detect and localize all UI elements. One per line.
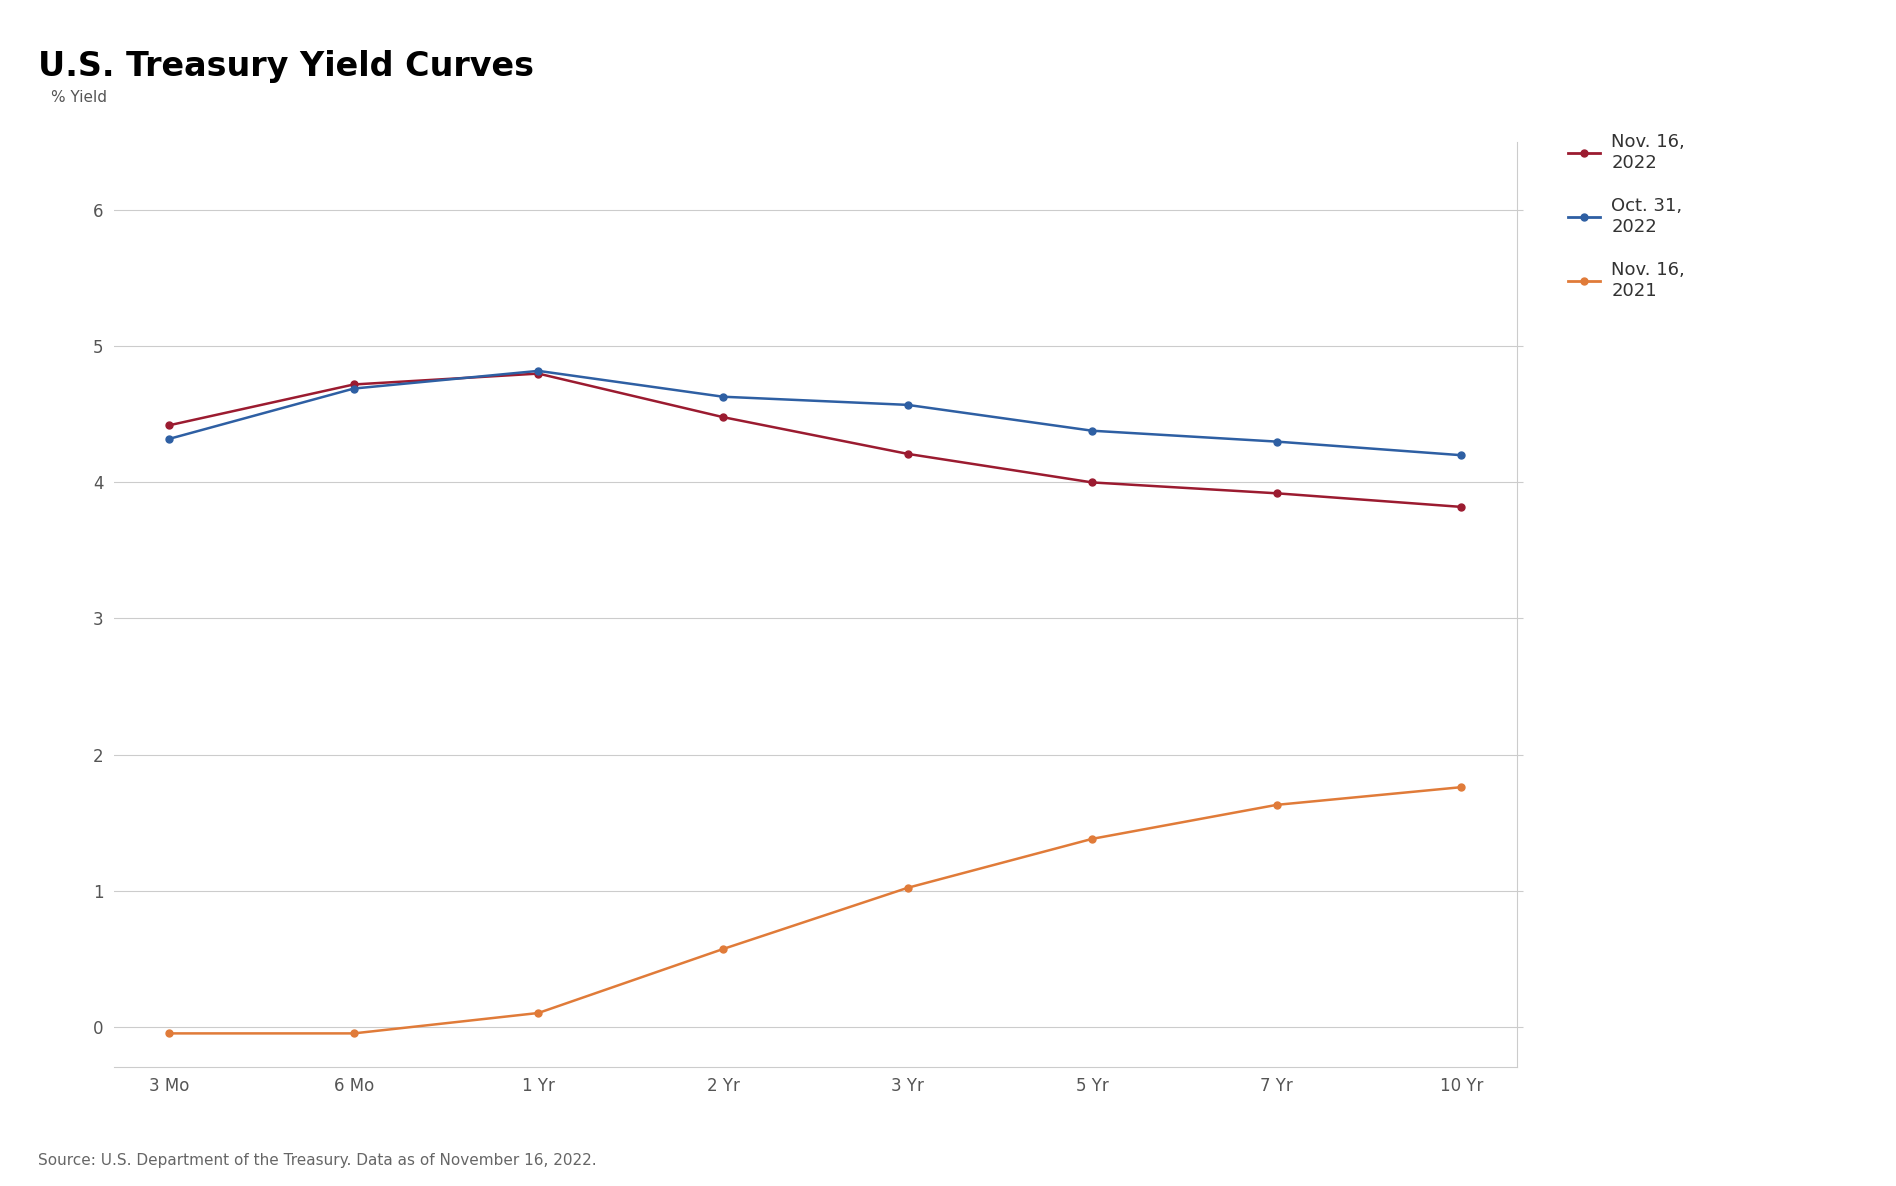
Text: U.S. Treasury Yield Curves: U.S. Treasury Yield Curves (38, 50, 535, 83)
Text: Source: U.S. Department of the Treasury. Data as of November 16, 2022.: Source: U.S. Department of the Treasury.… (38, 1153, 597, 1168)
Text: % Yield: % Yield (51, 90, 106, 106)
Legend: Nov. 16,
2022, Oct. 31,
2022, Nov. 16,
2021: Nov. 16, 2022, Oct. 31, 2022, Nov. 16, 2… (1568, 133, 1686, 300)
